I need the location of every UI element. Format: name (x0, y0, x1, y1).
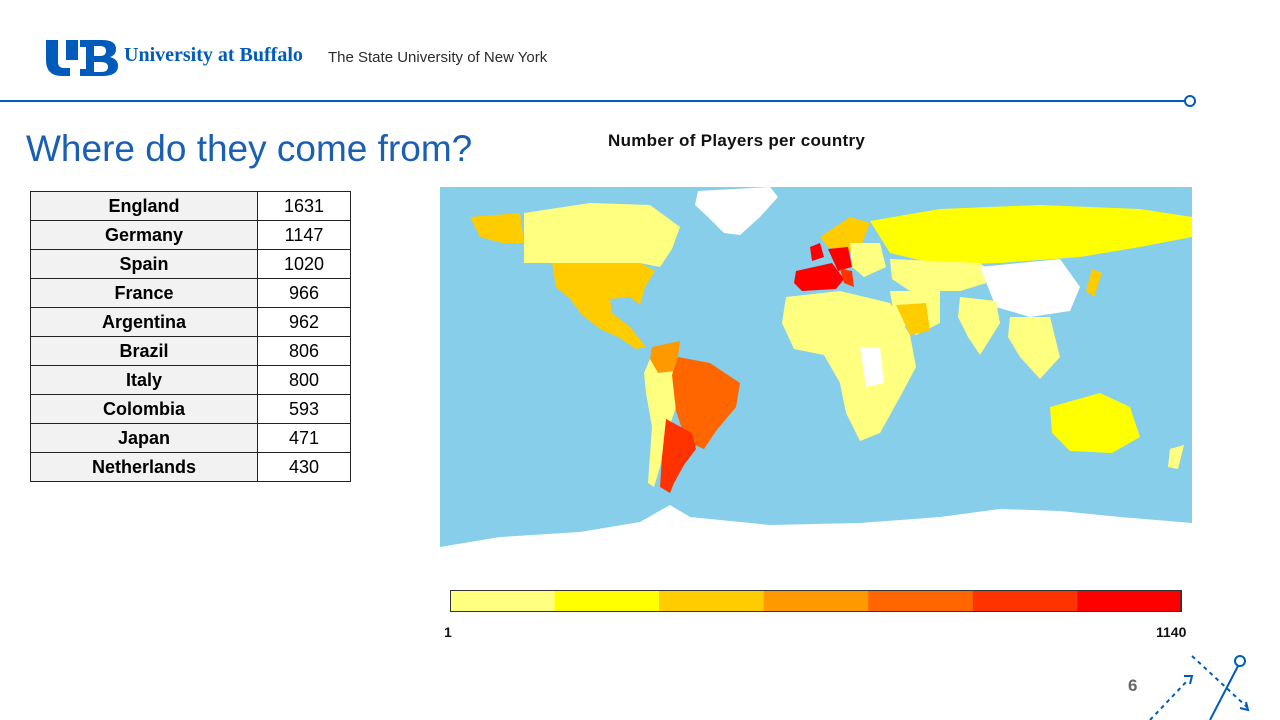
country-cell: England (30, 191, 258, 221)
players-cell: 806 (257, 336, 351, 366)
table-row: Italy 800 (30, 365, 351, 395)
italy (840, 269, 854, 287)
players-cell: 1020 (257, 249, 351, 279)
colombia (650, 341, 680, 373)
players-table: England 1631 Germany 1147 Spain 1020 France 966… (30, 191, 351, 482)
legend-swatch (659, 590, 765, 612)
alaska (470, 213, 524, 243)
legend-swatch (763, 590, 869, 612)
brazil (672, 357, 740, 449)
table-row: France 966 (30, 278, 351, 308)
players-cell: 430 (257, 452, 351, 482)
antarctica (440, 505, 1192, 560)
china (980, 259, 1080, 317)
usa (552, 263, 655, 305)
eastern-europe (850, 243, 886, 277)
africa (782, 291, 916, 441)
country-cell: Japan (30, 423, 258, 453)
brand-name: University at Buffalo (124, 44, 303, 66)
corner-decoration-icon (1149, 655, 1250, 720)
india (958, 297, 1000, 355)
divider-end-dot (1184, 95, 1196, 107)
legend-min-label: 1 (444, 624, 452, 640)
legend-swatch (554, 590, 660, 612)
legend-swatch (972, 590, 1078, 612)
legend-swatch (868, 590, 974, 612)
country-cell: France (30, 278, 258, 308)
slide-title: Where do they come from? (26, 128, 473, 169)
players-cell: 966 (257, 278, 351, 308)
header-divider (0, 100, 1186, 102)
country-cell: Argentina (30, 307, 258, 337)
mexico (570, 299, 646, 349)
table-row: Germany 1147 (30, 220, 351, 250)
chart-title: Number of Players per country (608, 131, 866, 150)
country-cell: Italy (30, 365, 258, 395)
australia (1050, 393, 1140, 453)
southeast-asia (1008, 317, 1060, 379)
players-cell: 471 (257, 423, 351, 453)
legend-swatch (1077, 590, 1182, 612)
players-cell: 1147 (257, 220, 351, 250)
country-cell: Germany (30, 220, 258, 250)
russia (870, 205, 1192, 265)
players-cell: 800 (257, 365, 351, 395)
uk (810, 243, 824, 261)
germany (828, 247, 852, 271)
new-zealand (1168, 445, 1184, 469)
central-asia (890, 259, 1000, 291)
table-row: Netherlands 430 (30, 452, 351, 482)
south-america-west (644, 359, 678, 487)
players-cell: 962 (257, 307, 351, 337)
table-row: England 1631 (30, 191, 351, 221)
japan (1086, 269, 1102, 297)
country-cell: Spain (30, 249, 258, 279)
legend-max-label: 1140 (1156, 624, 1187, 640)
country-cell: Colombia (30, 394, 258, 424)
country-cell: Netherlands (30, 452, 258, 482)
page-number: 6 (1128, 676, 1138, 695)
brand-subtitle: The State University of New York (328, 49, 548, 66)
color-legend (450, 590, 1182, 612)
central-africa-nodata (860, 347, 884, 387)
argentina (660, 419, 696, 493)
ub-logo-icon (46, 40, 118, 76)
table-row: Japan 471 (30, 423, 351, 453)
table-row: Argentina 962 (30, 307, 351, 337)
world-map (440, 187, 1192, 560)
players-cell: 593 (257, 394, 351, 424)
greenland (695, 187, 778, 235)
country-cell: Brazil (30, 336, 258, 366)
table-row: Brazil 806 (30, 336, 351, 366)
legend-swatch (450, 590, 556, 612)
table-row: Spain 1020 (30, 249, 351, 279)
table-row: Colombia 593 (30, 394, 351, 424)
players-cell: 1631 (257, 191, 351, 221)
france-spain (794, 263, 844, 291)
saudi-arabia (896, 303, 930, 335)
canada (524, 203, 680, 267)
